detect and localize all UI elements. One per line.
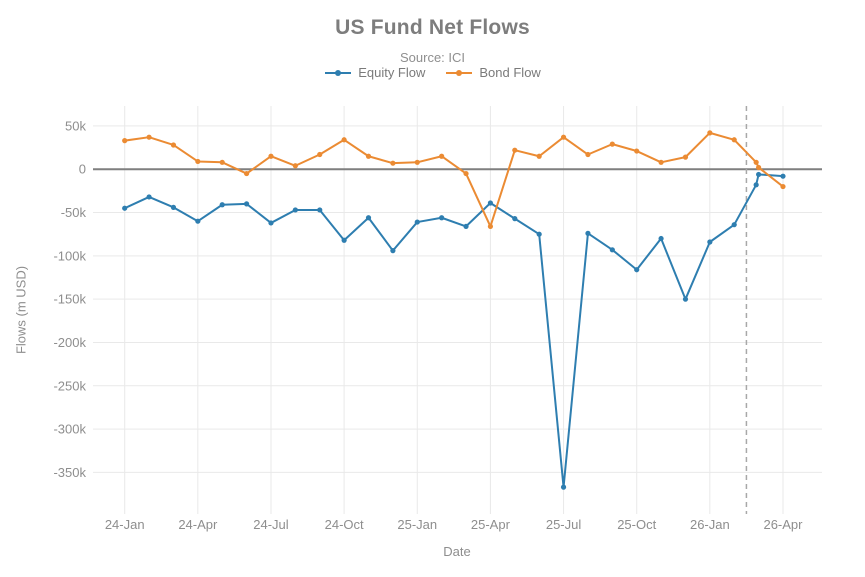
chart-title: US Fund Net Flows xyxy=(335,16,530,39)
bond-flow-point xyxy=(756,164,762,171)
chart-subtitle: Source: ICI xyxy=(399,50,466,65)
y-tick-label: -250k xyxy=(53,378,86,393)
y-axis-title: Flows (m USD) xyxy=(13,265,29,355)
bond-flow-point xyxy=(609,141,615,147)
bond-flow-point xyxy=(682,154,689,160)
bond-flow-point xyxy=(463,170,469,177)
equity-flow-point xyxy=(122,205,128,211)
bond-flow-point xyxy=(146,134,152,140)
equity-flow-point xyxy=(731,222,737,228)
bond-flow-point xyxy=(487,223,494,230)
bond-flow-point xyxy=(390,160,396,166)
bond-flow-point xyxy=(658,159,664,165)
equity-flow-point xyxy=(753,182,759,188)
bond-flow-point xyxy=(341,137,347,143)
equity-flow-point xyxy=(707,239,713,245)
bond-flow-point xyxy=(219,159,225,165)
y-tick-label: 50k xyxy=(65,118,86,133)
equity-flow-point xyxy=(536,231,542,237)
x-tick-label: 25-Oct xyxy=(617,517,656,532)
bond-flow-point xyxy=(512,147,518,153)
bond-flow-point xyxy=(170,142,177,148)
equity-flow-point xyxy=(268,220,274,226)
bond-flow-point xyxy=(753,159,759,165)
equity-flow-point xyxy=(390,248,396,254)
equity-flow-line xyxy=(123,173,784,489)
bond-flow-point xyxy=(292,163,298,169)
y-tick-label: -50k xyxy=(61,205,87,220)
equity-flow-point xyxy=(195,218,201,224)
equity-flow-point xyxy=(292,207,298,213)
bond-flow-point xyxy=(195,158,201,165)
bond-flow-point xyxy=(122,138,128,144)
equity-flow-point xyxy=(365,215,372,221)
x-tick-label: 24-Jan xyxy=(105,517,145,532)
equity-flow-line-marker-icon xyxy=(325,69,352,76)
y-tick-label: -300k xyxy=(53,422,86,437)
bond-flow-point xyxy=(414,159,420,165)
x-tick-label: 24-Oct xyxy=(325,517,364,532)
equity-flow-point xyxy=(756,171,762,178)
x-tick-label: 26-Jan xyxy=(690,517,730,532)
legend-label-equity-flow: Equity Flow xyxy=(358,65,426,80)
x-tick-label: 24-Jul xyxy=(253,517,289,532)
equity-flow-point xyxy=(487,200,494,206)
equity-flow-point xyxy=(609,247,615,253)
bond-flow-point xyxy=(560,134,567,140)
y-tick-label: -100k xyxy=(53,248,86,263)
bond-flow-line-marker-icon xyxy=(446,69,473,76)
x-tick-label: 24-Apr xyxy=(178,517,218,532)
equity-flow-point xyxy=(560,484,567,490)
equity-flow-point xyxy=(170,204,177,210)
legend-item-equity-flow[interactable]: Equity Flow xyxy=(324,65,425,80)
equity-flow-point xyxy=(634,267,640,273)
equity-flow-point xyxy=(658,235,664,242)
equity-flow-point xyxy=(219,202,225,208)
equity-flow-point xyxy=(341,237,347,243)
bond-flow-point xyxy=(634,148,640,154)
y-tick-label: -200k xyxy=(53,335,86,350)
x-tick-label: 26-Apr xyxy=(763,517,803,532)
bond-flow-point xyxy=(707,130,713,136)
equity-flow-point xyxy=(512,216,518,222)
equity-flow-point xyxy=(463,223,469,230)
y-tick-label: -150k xyxy=(53,292,86,307)
equity-flow-point xyxy=(317,207,323,213)
bond-flow-point xyxy=(268,153,274,159)
bond-flow-point xyxy=(439,153,445,159)
y-tick-label: -350k xyxy=(53,465,86,480)
legend-item-bond-flow[interactable]: Bond Flow xyxy=(445,65,541,80)
bond-flow-point xyxy=(244,170,250,177)
equity-flow-point xyxy=(780,173,786,179)
bond-flow-point xyxy=(365,153,372,159)
x-axis-title: Date xyxy=(443,544,471,559)
bond-flow-point xyxy=(317,151,323,158)
bond-flow-point xyxy=(585,151,591,158)
equity-flow-point xyxy=(585,230,591,236)
x-tick-label: 25-Apr xyxy=(471,517,511,532)
equity-flow-point xyxy=(244,201,250,207)
x-tick-label: 25-Jul xyxy=(546,517,582,532)
equity-flow-point xyxy=(414,219,420,225)
bond-flow-point xyxy=(536,153,542,159)
legend-label-bond-flow: Bond Flow xyxy=(479,65,541,80)
x-tick-label: 25-Jan xyxy=(397,517,437,532)
bond-flow-point xyxy=(731,137,737,143)
equity-flow-point xyxy=(146,194,152,200)
legend: Equity Flow Bond Flow xyxy=(0,65,865,80)
bond-flow-point xyxy=(780,183,786,190)
equity-flow-point xyxy=(682,296,689,302)
y-tick-label: 0 xyxy=(79,162,86,177)
equity-flow-point xyxy=(439,215,445,221)
